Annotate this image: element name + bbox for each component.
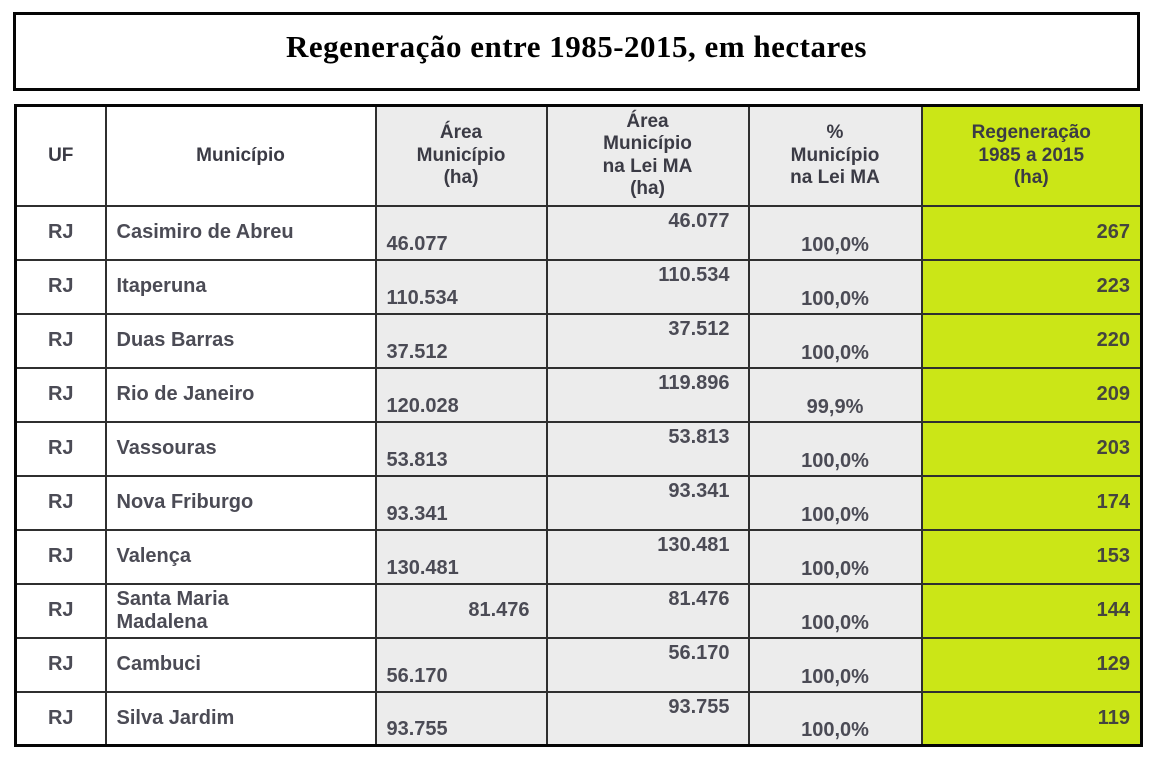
cell-pct_lei_ma: 100,0%	[747, 582, 923, 639]
cell-municipio: Silva Jardim	[104, 690, 377, 747]
cell-regeneracao_ha: 153	[920, 528, 1143, 585]
cell-area_municipio_ha: 93.341	[374, 474, 548, 531]
table-body: RJ Casimiro de Abreu 46.077 46.077 100,0% 267…	[14, 204, 1143, 747]
cell-municipio: Casimiro de Abreu	[104, 204, 377, 261]
cell-pct_lei_ma: 100,0%	[747, 636, 923, 693]
cell-uf: RJ	[14, 474, 107, 531]
cell-area_lei_ma_ha: 130.481	[545, 528, 750, 585]
cell-area_lei_ma_ha: 53.813	[545, 420, 750, 477]
cell-pct_lei_ma: 100,0%	[747, 204, 923, 261]
cell-area_municipio_ha: 110.534	[374, 258, 548, 315]
cell-municipio: Itaperuna	[104, 258, 377, 315]
cell-area_lei_ma_ha: 93.755	[545, 690, 750, 747]
table-row: RJ Itaperuna 110.534 110.534 100,0% 223	[14, 258, 1143, 315]
page-title: Regeneração entre 1985-2015, em hectares	[286, 28, 867, 64]
regeneration-table: UF Município Área Município (ha) Área Munic…	[14, 104, 1143, 747]
cell-area_municipio_ha: 93.755	[374, 690, 548, 747]
column-header-regeneracao_ha: Regeneração 1985 a 2015 (ha)	[920, 104, 1143, 207]
table-row: RJ Rio de Janeiro 120.028 119.896 99,9% 209	[14, 366, 1143, 423]
cell-pct_lei_ma: 100,0%	[747, 474, 923, 531]
cell-pct_lei_ma: 99,9%	[747, 366, 923, 423]
cell-area_municipio_ha: 130.481	[374, 528, 548, 585]
column-header-uf: UF	[14, 104, 107, 207]
cell-area_lei_ma_ha: 46.077	[545, 204, 750, 261]
cell-uf: RJ	[14, 636, 107, 693]
cell-area_municipio_ha: 53.813	[374, 420, 548, 477]
column-header-area_municipio_ha: Área Município (ha)	[374, 104, 548, 207]
table-row: RJ Silva Jardim 93.755 93.755 100,0% 119	[14, 690, 1143, 747]
cell-regeneracao_ha: 267	[920, 204, 1143, 261]
cell-regeneracao_ha: 119	[920, 690, 1143, 747]
cell-pct_lei_ma: 100,0%	[747, 312, 923, 369]
cell-uf: RJ	[14, 204, 107, 261]
cell-area_municipio_ha: 46.077	[374, 204, 548, 261]
column-header-municipio: Município	[104, 104, 377, 207]
cell-municipio: Rio de Janeiro	[104, 366, 377, 423]
cell-area_municipio_ha: 37.512	[374, 312, 548, 369]
table-row: RJ Vassouras 53.813 53.813 100,0% 203	[14, 420, 1143, 477]
cell-pct_lei_ma: 100,0%	[747, 528, 923, 585]
cell-uf: RJ	[14, 690, 107, 747]
table-row: RJ Cambuci 56.170 56.170 100,0% 129	[14, 636, 1143, 693]
cell-uf: RJ	[14, 528, 107, 585]
cell-regeneracao_ha: 203	[920, 420, 1143, 477]
cell-uf: RJ	[14, 258, 107, 315]
column-header-pct_lei_ma: % Município na Lei MA	[747, 104, 923, 207]
cell-municipio: Cambuci	[104, 636, 377, 693]
cell-area_lei_ma_ha: 119.896	[545, 366, 750, 423]
cell-regeneracao_ha: 220	[920, 312, 1143, 369]
cell-regeneracao_ha: 129	[920, 636, 1143, 693]
cell-pct_lei_ma: 100,0%	[747, 420, 923, 477]
table-row: RJ Nova Friburgo 93.341 93.341 100,0% 174	[14, 474, 1143, 531]
cell-area_lei_ma_ha: 37.512	[545, 312, 750, 369]
cell-regeneracao_ha: 144	[920, 582, 1143, 639]
cell-municipio: Vassouras	[104, 420, 377, 477]
cell-regeneracao_ha: 223	[920, 258, 1143, 315]
cell-municipio: Santa Maria Madalena	[104, 582, 377, 639]
cell-pct_lei_ma: 100,0%	[747, 258, 923, 315]
cell-area_municipio_ha: 120.028	[374, 366, 548, 423]
cell-uf: RJ	[14, 582, 107, 639]
column-header-area_lei_ma_ha: Área Município na Lei MA (ha)	[545, 104, 750, 207]
cell-uf: RJ	[14, 420, 107, 477]
cell-municipio: Valença	[104, 528, 377, 585]
table-row: RJ Duas Barras 37.512 37.512 100,0% 220	[14, 312, 1143, 369]
cell-pct_lei_ma: 100,0%	[747, 690, 923, 747]
table-row: RJ Valença 130.481 130.481 100,0% 153	[14, 528, 1143, 585]
cell-uf: RJ	[14, 366, 107, 423]
cell-area_municipio_ha: 56.170	[374, 636, 548, 693]
cell-area_lei_ma_ha: 56.170	[545, 636, 750, 693]
cell-regeneracao_ha: 174	[920, 474, 1143, 531]
cell-area_municipio_ha: 81.476	[374, 582, 548, 639]
cell-municipio: Duas Barras	[104, 312, 377, 369]
cell-uf: RJ	[14, 312, 107, 369]
table-row: RJ Santa Maria Madalena 81.476 81.476 100,0%…	[14, 582, 1143, 639]
title-box: Regeneração entre 1985-2015, em hectares	[13, 12, 1140, 91]
table-row: RJ Casimiro de Abreu 46.077 46.077 100,0% 267	[14, 204, 1143, 261]
cell-area_lei_ma_ha: 110.534	[545, 258, 750, 315]
cell-municipio: Nova Friburgo	[104, 474, 377, 531]
table-header-row: UF Município Área Município (ha) Área Munic…	[14, 104, 1143, 207]
cell-area_lei_ma_ha: 81.476	[545, 582, 750, 639]
cell-regeneracao_ha: 209	[920, 366, 1143, 423]
cell-area_lei_ma_ha: 93.341	[545, 474, 750, 531]
